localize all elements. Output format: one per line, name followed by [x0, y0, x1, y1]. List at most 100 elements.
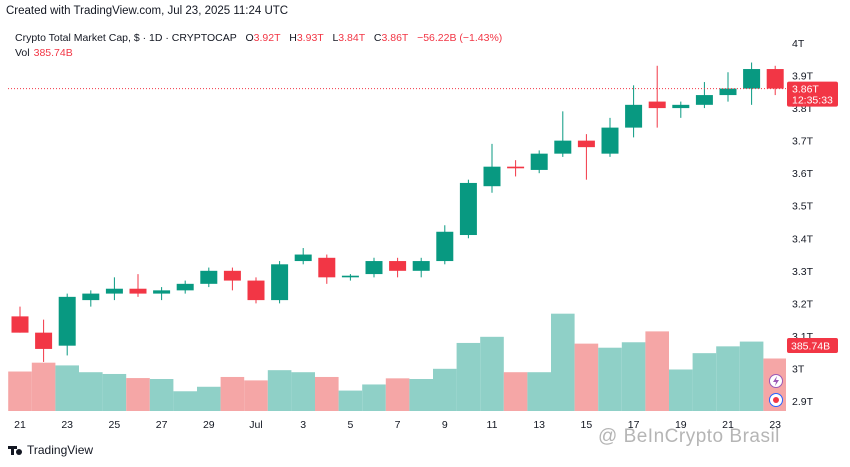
low-label: L	[332, 32, 339, 44]
candle-body	[766, 69, 784, 89]
volume-bar	[739, 341, 764, 411]
chart-legend: Crypto Total Market Cap, $ · 1D · CRYPTO…	[15, 31, 502, 61]
chart-created-note: Created with TradingView.com, Jul 23, 20…	[6, 5, 289, 17]
change-value: −56.22B (−1.43%)	[417, 32, 503, 44]
candle-body	[11, 316, 29, 333]
volume-bar	[8, 371, 32, 411]
candle-body	[82, 293, 100, 301]
candle-body	[672, 104, 690, 109]
x-tick-label: 21	[722, 419, 734, 431]
close-value: 3.86T	[381, 32, 409, 44]
volume-bar	[551, 313, 575, 411]
volume-bar	[409, 379, 433, 411]
candle-body	[554, 140, 572, 154]
candle-body	[247, 280, 265, 301]
tradingview-logo-icon	[8, 445, 22, 455]
volume-bar	[220, 376, 245, 411]
y-tick-label: 3.6T	[792, 168, 814, 180]
high-value: 3.93T	[296, 32, 324, 44]
y-tick-label: 2.9T	[792, 396, 814, 408]
candle-body	[648, 101, 666, 109]
tradingview-logo-text: TradingView	[27, 443, 94, 457]
candle-body	[153, 290, 171, 294]
volume-bar	[456, 342, 481, 411]
volume-bar	[244, 380, 268, 411]
lightning-icon[interactable]	[769, 374, 783, 388]
volume-bar	[433, 368, 457, 411]
volume-bar	[716, 346, 740, 411]
volume-bar	[267, 370, 292, 411]
y-tick-label: 3T	[792, 363, 805, 375]
volume-bar	[527, 372, 551, 411]
volume-bar	[338, 390, 363, 411]
last-price-countdown: 12:35:33	[792, 95, 833, 107]
candle-body	[200, 270, 218, 284]
volume-bar	[645, 331, 669, 411]
volume-bar	[102, 373, 127, 411]
volume-label[interactable]: Vol	[15, 47, 30, 59]
y-tick-label: 3.7T	[792, 136, 814, 148]
volume-bar	[149, 379, 174, 411]
volume-bar	[669, 369, 693, 411]
symbol-name[interactable]: Crypto Total Market Cap, $ · 1D · CRYPTO…	[15, 32, 237, 44]
x-tick-label: 27	[156, 419, 168, 431]
x-tick-label: 7	[395, 419, 401, 431]
high-label: H	[289, 32, 297, 44]
last-volume-tag	[787, 338, 838, 353]
y-tick-label: 4T	[792, 38, 805, 50]
volume-bar	[197, 386, 221, 411]
candle-body	[223, 270, 241, 281]
volume-bar	[621, 342, 646, 411]
candle-body	[483, 166, 501, 187]
candle-body	[35, 332, 53, 349]
volume-bar	[79, 372, 103, 411]
volume-bar	[598, 347, 622, 411]
x-tick-label: 5	[347, 419, 353, 431]
y-tick-label: 3.9T	[792, 71, 814, 83]
candle-body	[318, 257, 336, 278]
volume-bar	[31, 362, 56, 411]
volume-bar	[55, 365, 79, 411]
volume-bar	[503, 372, 528, 411]
x-tick-label: Jul	[249, 419, 262, 431]
candle-body	[294, 254, 312, 262]
candle-body	[389, 261, 407, 271]
open-value: 3.92T	[253, 32, 281, 44]
volume-bar	[692, 353, 717, 411]
volume-bar	[126, 378, 150, 411]
candle-body	[105, 288, 123, 294]
x-tick-label: 21	[14, 419, 26, 431]
close-label: C	[373, 32, 382, 44]
y-tick-label: 3.4T	[792, 233, 814, 245]
x-tick-label: 9	[442, 419, 448, 431]
candle-body	[129, 288, 147, 294]
last-volume-label: 385.74B	[791, 341, 830, 353]
candle-body	[58, 296, 76, 346]
candle-body	[341, 275, 359, 278]
volume-bar	[362, 384, 386, 411]
x-tick-label: 15	[581, 419, 593, 431]
y-tick-label: 3.3T	[792, 266, 814, 278]
candle-body	[436, 231, 454, 262]
watermark: @ BeInCrypto Brasil	[598, 426, 780, 448]
candle-body	[625, 104, 643, 128]
x-tick-label: 23	[769, 419, 781, 431]
candle-body	[577, 140, 595, 148]
y-tick-label: 3.2T	[792, 298, 814, 310]
events-icon[interactable]	[769, 393, 783, 407]
volume-bar	[480, 336, 504, 411]
volume-bar	[173, 391, 197, 411]
x-tick-label: 29	[203, 419, 215, 431]
volume-bar	[574, 343, 599, 411]
candle-body	[365, 261, 383, 275]
volume-bar	[315, 376, 339, 411]
x-tick-label: 13	[533, 419, 545, 431]
volume-bar	[385, 378, 410, 411]
last-price-label: 3.86T	[792, 84, 819, 96]
legend-ohlc-row: Crypto Total Market Cap, $ · 1D · CRYPTO…	[15, 31, 502, 46]
volume-value: 385.74B	[33, 47, 73, 59]
tradingview-logo[interactable]: TradingView	[8, 443, 93, 457]
candle-body	[530, 153, 548, 170]
open-label: O	[245, 32, 254, 44]
